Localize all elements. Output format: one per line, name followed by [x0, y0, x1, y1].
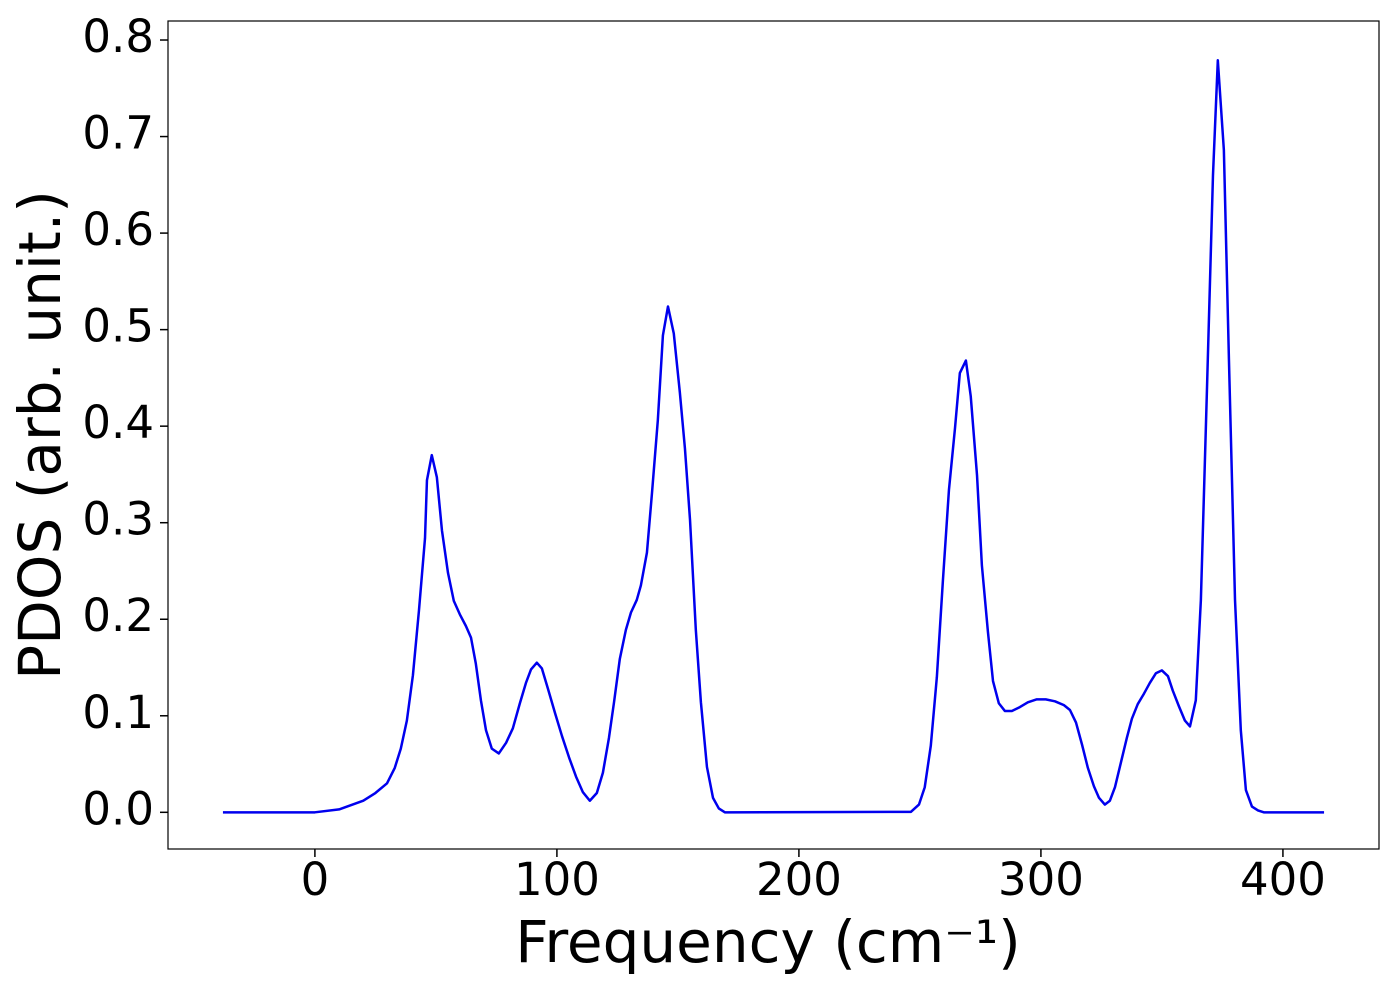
x-tick-label: 400 [1240, 853, 1326, 906]
y-tick-label: 0.3 [82, 493, 154, 546]
data-line [222, 59, 1325, 814]
y-tick-label: 0.2 [82, 589, 154, 642]
plot-frame [167, 20, 1380, 850]
x-tick-label: 200 [756, 853, 842, 906]
x-tick-label: 0 [301, 853, 330, 906]
y-tick-label: 0.8 [82, 10, 154, 63]
y-tick-label: 0.1 [82, 686, 154, 739]
y-tick-label: 0.0 [82, 782, 154, 835]
x-axis-label: Frequency (cm⁻¹) [515, 908, 1021, 976]
y-tick-label: 0.7 [82, 107, 154, 160]
y-axis-label: PDOS (arb. unit.) [6, 190, 74, 680]
y-tick-label: 0.6 [82, 203, 154, 256]
x-tick-label: 300 [998, 853, 1084, 906]
y-tick-label: 0.4 [82, 396, 154, 449]
x-tick-label: 100 [514, 853, 600, 906]
y-tick-label: 0.5 [82, 300, 154, 353]
